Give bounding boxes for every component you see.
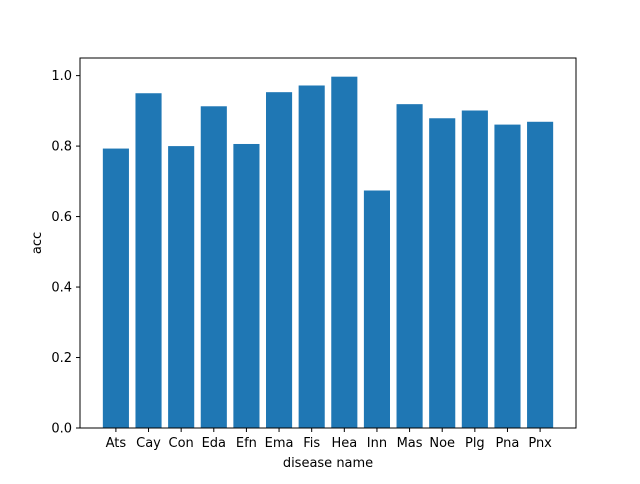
y-tick-label: 0.2 (51, 351, 72, 366)
bar-efn (233, 143, 260, 429)
x-axis-ticks: Ats Cay Con Eda Efn Ema Fis Hea Inn Mas Noe Plg Pna P… (106, 428, 552, 451)
bar-fis (298, 85, 325, 429)
bar-pnx (527, 121, 554, 428)
y-tick-label: 0.0 (51, 422, 72, 437)
y-tick-label: 0.4 (51, 281, 72, 296)
x-tick-label: Fis (303, 436, 320, 451)
x-tick-label: Cay (136, 436, 161, 451)
x-axis-label: disease name (283, 456, 373, 471)
x-tick-label: Plg (465, 436, 485, 451)
bar-noe (429, 118, 456, 428)
x-tick-label: Eda (202, 436, 226, 451)
x-tick-label: Mas (397, 436, 423, 451)
y-tick-label: 1.0 (51, 69, 72, 84)
x-tick-label: Ema (265, 436, 294, 451)
x-tick-label: Ats (106, 436, 127, 451)
bar-plg (461, 110, 488, 428)
bar-inn (363, 190, 390, 428)
y-axis-ticks: 0.0 0.2 0.4 0.6 0.8 1.0 (51, 69, 80, 437)
bar-hea (331, 76, 358, 429)
x-tick-label: Pnx (528, 436, 552, 451)
bars-group (102, 76, 554, 429)
plot-frame (79, 57, 577, 429)
bar-eda (200, 106, 227, 428)
x-tick-label: Hea (331, 436, 357, 451)
bar-ats (102, 148, 129, 428)
x-tick-label: Inn (367, 436, 387, 451)
x-tick-label: Pna (496, 436, 520, 451)
bar-pna (494, 124, 521, 428)
x-tick-label: Con (169, 436, 194, 451)
bar-cay (135, 93, 162, 429)
bar-mas (396, 104, 423, 428)
y-tick-label: 0.8 (51, 140, 72, 155)
y-tick-label: 0.6 (51, 210, 72, 225)
bar-ema (266, 92, 293, 429)
x-tick-label: Noe (429, 436, 455, 451)
bar-con (168, 146, 195, 428)
x-tick-label: Efn (236, 436, 257, 451)
y-axis-label: acc (30, 232, 45, 254)
